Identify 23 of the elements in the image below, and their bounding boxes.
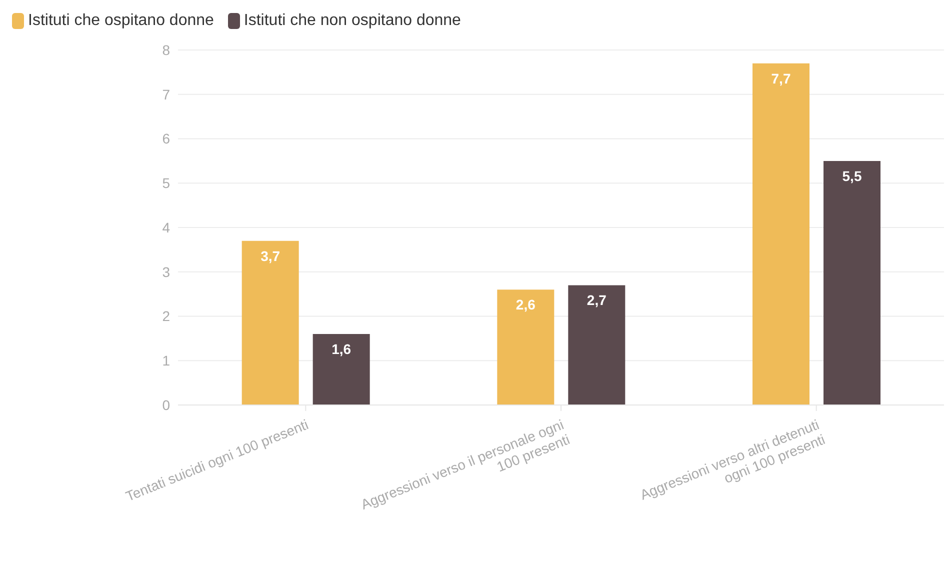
y-tick-label: 4 xyxy=(162,219,170,236)
y-tick-label: 3 xyxy=(162,264,170,280)
y-tick-label: 1 xyxy=(162,352,170,369)
data-label: 3,7 xyxy=(260,248,280,264)
legend-label: Istituti che non ospitano donne xyxy=(242,12,461,30)
y-tick-label: 0 xyxy=(162,396,170,413)
data-label: 5,5 xyxy=(842,168,862,184)
data-label: 7,7 xyxy=(771,70,791,86)
y-tick-label: 8 xyxy=(162,42,170,58)
bar xyxy=(312,334,370,405)
y-tick-label: 7 xyxy=(162,86,170,102)
bar xyxy=(242,240,299,405)
data-label: 1,6 xyxy=(332,340,352,357)
y-tick-label: 5 xyxy=(162,175,170,192)
data-label: 2,6 xyxy=(516,296,536,313)
data-label: 2,7 xyxy=(586,292,607,308)
y-tick-label: 6 xyxy=(162,130,170,147)
bar xyxy=(752,63,810,405)
y-tick-label: 2 xyxy=(162,308,170,324)
bar xyxy=(824,160,880,405)
bar xyxy=(568,285,626,405)
legend-label: Istituti che ospitano donne xyxy=(27,12,214,30)
bar xyxy=(497,290,554,405)
